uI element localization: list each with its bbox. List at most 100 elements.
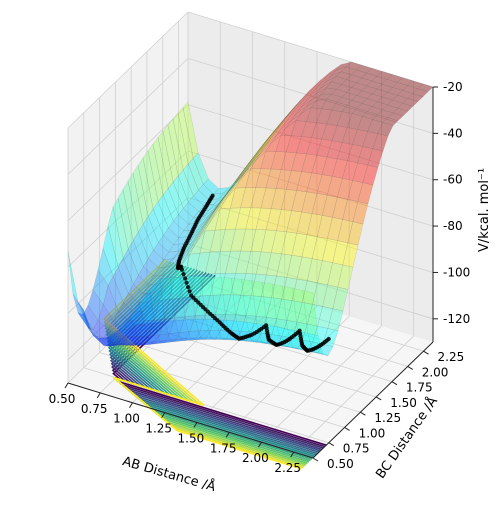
surface-patch bbox=[305, 87, 322, 102]
surface-patch bbox=[321, 98, 338, 111]
surface-patch bbox=[234, 161, 251, 183]
surface-patch bbox=[356, 103, 373, 112]
surface-patch bbox=[143, 293, 160, 312]
surface-patch bbox=[392, 107, 409, 117]
surface-patch bbox=[381, 79, 398, 88]
surface-patch bbox=[168, 243, 185, 253]
surface-patch bbox=[315, 75, 332, 89]
surface-patch bbox=[372, 114, 389, 123]
surface-patch bbox=[220, 272, 236, 296]
surface-patch bbox=[407, 93, 424, 102]
y-tick-label: 1.00 bbox=[359, 427, 386, 441]
surface-patch bbox=[209, 197, 226, 220]
surface-patch bbox=[266, 297, 282, 319]
surface-patch bbox=[112, 197, 129, 259]
surface-patch bbox=[167, 118, 184, 177]
surface-patch bbox=[402, 85, 419, 94]
surface-patch bbox=[336, 97, 353, 106]
surface-patch bbox=[158, 272, 175, 295]
surface-patch bbox=[187, 157, 204, 191]
surface-patch bbox=[335, 61, 352, 71]
surface-patch bbox=[199, 213, 216, 237]
surface-patch bbox=[357, 146, 374, 166]
surface-patch bbox=[139, 341, 155, 346]
surface-patch bbox=[336, 111, 353, 128]
surface-patch bbox=[346, 113, 363, 130]
surface-patch bbox=[271, 230, 287, 255]
surface-patch bbox=[127, 172, 144, 233]
surface-patch bbox=[342, 160, 358, 181]
surface-patch bbox=[300, 100, 317, 114]
surface-patch bbox=[133, 335, 150, 346]
surface-patch bbox=[276, 209, 292, 233]
surface-patch bbox=[305, 94, 322, 107]
surface-patch bbox=[280, 120, 297, 136]
surface-patch bbox=[280, 109, 296, 126]
surface-patch bbox=[103, 328, 119, 344]
surface-patch bbox=[322, 284, 339, 309]
surface-patch bbox=[382, 117, 399, 126]
surface-patch bbox=[229, 171, 246, 193]
surface-patch bbox=[239, 155, 256, 176]
surface-patch bbox=[412, 88, 429, 97]
surface-patch bbox=[234, 162, 250, 184]
y-tick bbox=[328, 442, 335, 447]
surface-patch bbox=[148, 284, 165, 302]
y-tick bbox=[391, 381, 398, 386]
surface-patch bbox=[295, 107, 312, 122]
y-axis-line bbox=[312, 341, 434, 459]
surface-patch bbox=[147, 208, 164, 243]
surface-patch bbox=[286, 210, 302, 234]
x-tick bbox=[225, 432, 230, 438]
surface-patch bbox=[230, 187, 246, 209]
grid-line bbox=[67, 58, 189, 175]
surface-patch bbox=[312, 351, 329, 356]
surface-patch bbox=[209, 195, 225, 218]
surface-patch bbox=[163, 250, 180, 261]
surface-patch bbox=[275, 112, 291, 130]
surface-patch bbox=[371, 88, 388, 98]
surface-patch bbox=[254, 139, 270, 160]
surface-patch bbox=[200, 337, 216, 340]
surface-patch bbox=[256, 296, 272, 318]
y-tick-label: 2.00 bbox=[422, 365, 449, 379]
surface-patch bbox=[332, 196, 348, 220]
surface-patch bbox=[407, 80, 424, 89]
surface-patch bbox=[179, 245, 195, 269]
surface-patch bbox=[108, 342, 124, 347]
surface-patch bbox=[239, 159, 255, 180]
surface-patch bbox=[310, 76, 327, 92]
surface-patch bbox=[179, 315, 196, 333]
surface-patch bbox=[287, 328, 303, 350]
surface-patch bbox=[341, 127, 358, 145]
surface-patch bbox=[249, 145, 265, 166]
surface-patch bbox=[346, 87, 363, 96]
surface-patch bbox=[158, 277, 175, 301]
y-tick bbox=[375, 396, 382, 401]
surface-patch bbox=[331, 158, 348, 179]
surface-patch bbox=[245, 207, 262, 230]
y-tick-label: 0.50 bbox=[327, 457, 354, 471]
surface-patch bbox=[138, 319, 155, 337]
surface-patch bbox=[321, 156, 338, 177]
surface-patch bbox=[190, 337, 206, 341]
surface-patch bbox=[376, 83, 393, 93]
surface-patch bbox=[219, 183, 235, 204]
surface-patch bbox=[183, 231, 200, 251]
surface-patch bbox=[301, 280, 318, 305]
surface-patch bbox=[291, 152, 307, 172]
surface-patch bbox=[240, 187, 256, 209]
surface-patch bbox=[210, 276, 227, 321]
y-tick-label: 1.75 bbox=[406, 381, 433, 395]
surface-patch bbox=[310, 81, 327, 95]
surface-patch bbox=[315, 71, 332, 86]
surface-patch bbox=[332, 286, 349, 312]
surface-patch bbox=[188, 195, 204, 212]
surface-patch bbox=[377, 96, 393, 106]
y-tick-label: 2.25 bbox=[438, 350, 465, 364]
surface-patch bbox=[189, 274, 206, 298]
surface-patch bbox=[366, 68, 383, 77]
surface-patch bbox=[347, 221, 364, 246]
surface-patch bbox=[280, 151, 297, 171]
surface-patch bbox=[281, 277, 298, 301]
